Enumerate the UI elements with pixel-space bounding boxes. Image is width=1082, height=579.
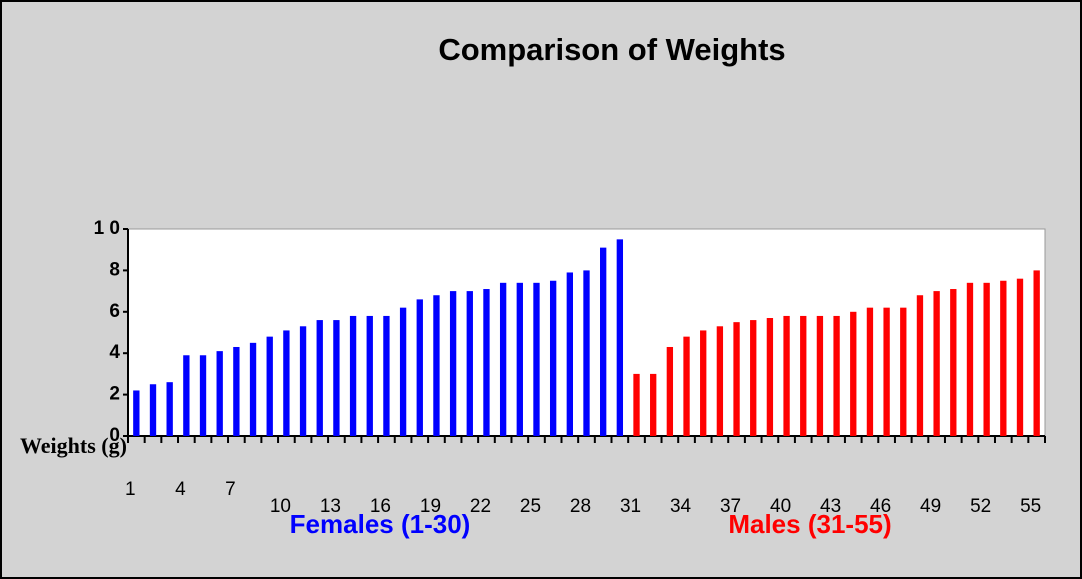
chart-title: Comparison of Weights xyxy=(438,32,785,67)
bar xyxy=(866,307,874,436)
legend-label: Females (1-30) xyxy=(290,509,471,539)
bar xyxy=(600,247,607,436)
bar xyxy=(933,291,940,436)
x-tick-label: 46 xyxy=(870,496,891,517)
x-tick-label: 13 xyxy=(320,496,341,517)
bar xyxy=(483,289,490,436)
bar xyxy=(1000,280,1007,436)
bar xyxy=(1016,278,1024,436)
x-tick-label: 7 xyxy=(225,479,236,500)
bar xyxy=(433,295,440,436)
bar xyxy=(700,330,707,436)
bar xyxy=(683,336,690,436)
x-tick-label: 31 xyxy=(620,496,641,517)
y-tick-label: 4 xyxy=(109,342,120,363)
bar xyxy=(900,307,907,436)
bar xyxy=(650,373,657,436)
bar xyxy=(249,342,257,436)
y-tick-label: 1 0 xyxy=(94,218,120,239)
bar xyxy=(333,320,340,436)
bar xyxy=(566,272,573,436)
bar xyxy=(783,315,790,436)
y-tick-label: 2 xyxy=(109,384,120,405)
bar xyxy=(816,315,824,436)
bar xyxy=(916,295,924,436)
legend-label: Males (31-55) xyxy=(728,509,891,539)
bar xyxy=(633,373,640,436)
bar xyxy=(883,307,890,436)
bar xyxy=(766,318,774,436)
x-tick-label: 37 xyxy=(720,496,741,517)
bar xyxy=(950,289,957,436)
bar xyxy=(233,346,240,436)
x-tick-label: 40 xyxy=(770,496,791,517)
y-tick-label: 0 xyxy=(109,425,120,446)
x-tick-label: 10 xyxy=(270,496,291,517)
x-tick-label: 19 xyxy=(420,496,441,517)
bar xyxy=(216,351,223,436)
bar xyxy=(366,315,373,436)
bar xyxy=(616,239,624,436)
x-tick-label: 4 xyxy=(175,479,186,500)
bar xyxy=(199,355,207,436)
x-tick-label: 1 xyxy=(125,479,136,500)
bar xyxy=(399,307,407,436)
bar xyxy=(833,315,840,436)
bar xyxy=(549,280,557,436)
x-tick-label: 52 xyxy=(970,496,991,517)
y-tick-label: 6 xyxy=(109,301,120,322)
bar xyxy=(716,326,724,436)
bar xyxy=(750,320,757,436)
bar xyxy=(449,291,457,436)
bar xyxy=(416,299,423,436)
bar xyxy=(583,270,590,436)
bar xyxy=(983,282,990,436)
bar xyxy=(266,336,273,436)
x-tick-label: 28 xyxy=(570,496,591,517)
x-tick-label: 16 xyxy=(370,496,391,517)
bar xyxy=(466,291,473,436)
bar xyxy=(133,390,140,436)
bar xyxy=(166,382,173,436)
bar xyxy=(499,282,507,436)
x-tick-label: 25 xyxy=(520,496,541,517)
bar xyxy=(299,326,307,436)
bar xyxy=(383,315,390,436)
bar xyxy=(733,322,740,436)
x-tick-label: 34 xyxy=(670,496,692,517)
bar xyxy=(1033,270,1040,436)
bar xyxy=(183,355,190,436)
bar xyxy=(666,346,674,436)
bar xyxy=(349,315,357,436)
bar xyxy=(316,320,323,436)
bar xyxy=(800,315,807,436)
bar xyxy=(850,311,857,436)
bar xyxy=(966,282,974,436)
bar xyxy=(533,282,540,436)
y-tick-label: 8 xyxy=(109,259,120,280)
bar xyxy=(283,330,290,436)
x-tick-label: 43 xyxy=(820,496,841,517)
bar xyxy=(516,282,523,436)
x-tick-label: 22 xyxy=(470,496,491,517)
y-axis-label: Weights (g) xyxy=(20,433,127,458)
bar xyxy=(149,384,157,436)
x-tick-label: 55 xyxy=(1020,496,1041,517)
x-tick-label: 49 xyxy=(920,496,941,517)
